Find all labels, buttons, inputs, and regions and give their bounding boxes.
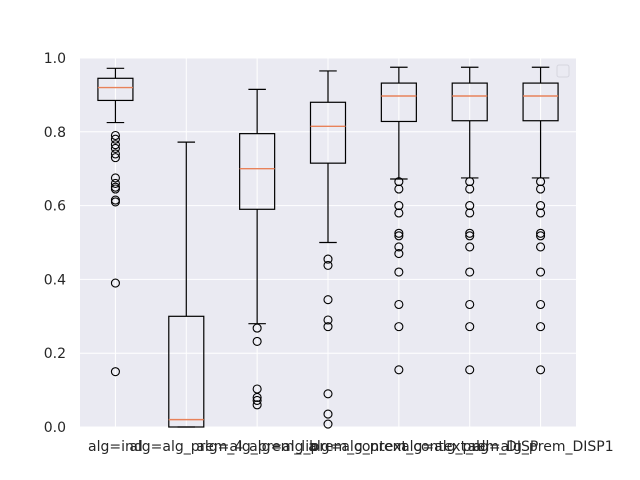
flier-point bbox=[394, 184, 404, 194]
box-5 bbox=[380, 66, 417, 375]
flier-point bbox=[252, 323, 262, 333]
x-tick-label: alg=alg_prem_4 bbox=[129, 439, 243, 455]
box-3 bbox=[239, 88, 276, 410]
flier-point bbox=[394, 267, 404, 277]
flier-point bbox=[394, 228, 404, 238]
flier-point bbox=[323, 260, 333, 270]
flier-point bbox=[252, 336, 262, 346]
flier-point bbox=[536, 231, 546, 241]
boxes bbox=[97, 66, 559, 429]
flier-point bbox=[465, 299, 475, 310]
flier-point bbox=[323, 409, 333, 419]
flier-point bbox=[323, 419, 333, 429]
flier-point bbox=[110, 149, 120, 159]
flier-point bbox=[465, 242, 475, 252]
flier-point bbox=[536, 177, 546, 187]
flier-point bbox=[536, 242, 546, 252]
flier-point bbox=[110, 367, 120, 377]
flier-point bbox=[110, 197, 120, 207]
flier-point bbox=[465, 208, 475, 218]
flier-point bbox=[465, 201, 475, 211]
box-body bbox=[309, 101, 347, 164]
flier-point bbox=[110, 278, 120, 288]
flier-point bbox=[465, 365, 475, 375]
flier-point bbox=[536, 299, 546, 310]
flier-point bbox=[394, 299, 404, 310]
flier-point bbox=[465, 228, 475, 238]
box-body bbox=[168, 315, 205, 428]
flier-point bbox=[110, 184, 120, 194]
flier-point bbox=[465, 184, 475, 194]
legend bbox=[556, 64, 570, 78]
box-1 bbox=[97, 67, 134, 377]
flier-point bbox=[465, 322, 475, 332]
flier-point bbox=[110, 130, 120, 141]
y-tick-label: 0.6 bbox=[44, 199, 66, 215]
flier-point bbox=[394, 201, 404, 211]
flier-point bbox=[110, 173, 120, 183]
flier-point bbox=[394, 249, 404, 259]
box-body bbox=[380, 82, 417, 123]
box-4 bbox=[309, 70, 347, 429]
flier-point bbox=[394, 208, 404, 218]
y-tick-label: 0.2 bbox=[44, 346, 66, 362]
flier-point bbox=[465, 177, 475, 187]
flier-point bbox=[394, 231, 404, 241]
flier-point bbox=[110, 153, 120, 163]
flier-point bbox=[323, 315, 333, 325]
flier-point bbox=[536, 322, 546, 332]
y-tick-label: 0.4 bbox=[44, 272, 66, 288]
flier-point bbox=[536, 208, 546, 218]
y-tick-label: 1.0 bbox=[44, 51, 66, 67]
box-body bbox=[451, 82, 488, 122]
flier-point bbox=[323, 295, 333, 305]
x-tick-labels: alg=indalg=alg_prem_4alg=alg_prem_libalg… bbox=[88, 439, 614, 455]
y-tick-label: 0.8 bbox=[44, 125, 66, 141]
flier-point bbox=[536, 365, 546, 375]
flier-point bbox=[252, 392, 262, 403]
x-tick-label: alg=alg_prem_DISP bbox=[401, 439, 538, 455]
x-tick-label: alg=alg_prem_DISP1 bbox=[467, 439, 613, 455]
flier-point bbox=[465, 231, 475, 241]
box-2 bbox=[168, 141, 205, 428]
flier-point bbox=[394, 322, 404, 332]
box-body bbox=[97, 77, 134, 102]
flier-point bbox=[465, 267, 475, 277]
flier-point bbox=[394, 365, 404, 375]
x-tick-label: alg=alg_prem_context_all bbox=[308, 439, 489, 455]
flier-point bbox=[110, 143, 120, 153]
x-tick-label: alg=alg_prem_lib bbox=[196, 439, 318, 455]
y-tick-labels: 0.0 0.2 0.4 0.6 0.8 1.0 bbox=[44, 51, 66, 436]
flier-point bbox=[536, 184, 546, 194]
flier-point bbox=[323, 322, 333, 332]
y-tick-label: 0.0 bbox=[44, 420, 66, 436]
flier-point bbox=[110, 134, 120, 144]
flier-point bbox=[536, 228, 546, 238]
box-6 bbox=[451, 66, 488, 375]
flier-point bbox=[536, 201, 546, 211]
box-body bbox=[522, 82, 559, 122]
x-tick-label: alg=alg_prem_context bbox=[249, 439, 407, 455]
flier-point bbox=[323, 389, 333, 399]
box-body bbox=[239, 133, 276, 210]
flier-point bbox=[252, 395, 262, 405]
flier-point bbox=[110, 140, 120, 150]
flier-point bbox=[536, 267, 546, 277]
flier-point bbox=[323, 254, 333, 264]
x-tick-label: alg=ind bbox=[88, 439, 143, 455]
box-7 bbox=[522, 66, 559, 375]
flier-point bbox=[394, 177, 404, 187]
flier-point bbox=[252, 400, 262, 410]
flier-point bbox=[110, 178, 120, 189]
flier-point bbox=[394, 242, 404, 252]
